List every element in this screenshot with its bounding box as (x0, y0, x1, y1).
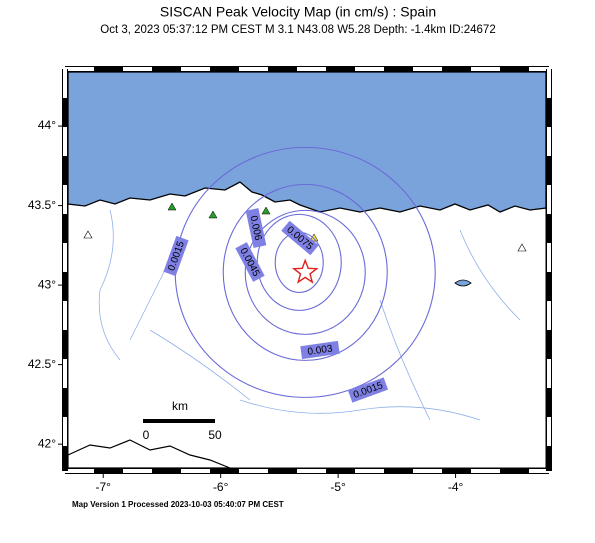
contour-label-box (347, 377, 389, 403)
rivers (98, 209, 521, 421)
frame-border (67, 71, 547, 469)
x-tick-label: -7° (95, 480, 111, 494)
contour-label-box (281, 220, 319, 256)
y-tick-label: 42.5° (28, 357, 56, 371)
y-tick-label: 44° (38, 118, 56, 132)
contour (222, 183, 388, 361)
scale-bar: km 0 50 (143, 399, 222, 442)
contour-label-text: 0.006 (247, 215, 263, 242)
map-subtitle: Oct 3, 2023 05:37:12 PM CEST M 3.1 N43.0… (100, 24, 495, 36)
map-title: SISCAN Peak Velocity Map (in cm/s) : Spa… (160, 4, 436, 20)
map-footer: Map Version 1 Processed 2023-10-03 05:40… (72, 500, 284, 509)
x-tick-label: -6° (213, 480, 229, 494)
stations (83, 202, 527, 252)
scale-end: 50 (208, 428, 222, 442)
lake (454, 279, 472, 287)
scale-unit: km (172, 399, 188, 413)
contour-label-box (245, 208, 267, 248)
y-tick-label: 42° (38, 436, 56, 450)
contour-label: 0.003 (300, 340, 340, 360)
contour-label-box (235, 242, 265, 282)
map-frame: -7° -6° -5° -4° 42° 42.5° 43° 43.5° 44° (28, 66, 552, 494)
x-tick-label: -5° (330, 480, 346, 494)
contour-label-box (300, 340, 340, 360)
contour (244, 209, 366, 335)
contour-label-text: 0.003 (307, 343, 334, 357)
scale-start: 0 (143, 428, 150, 442)
contour-label-box (163, 235, 189, 277)
y-tick-label: 43.5° (28, 198, 56, 212)
x-tick-label: -4° (448, 480, 464, 494)
contour-label: 0.006 (245, 208, 267, 248)
scale-bar-fill (143, 419, 215, 423)
y-tick-label: 43° (38, 277, 56, 291)
epicenter (291, 258, 319, 284)
sea (67, 71, 547, 213)
